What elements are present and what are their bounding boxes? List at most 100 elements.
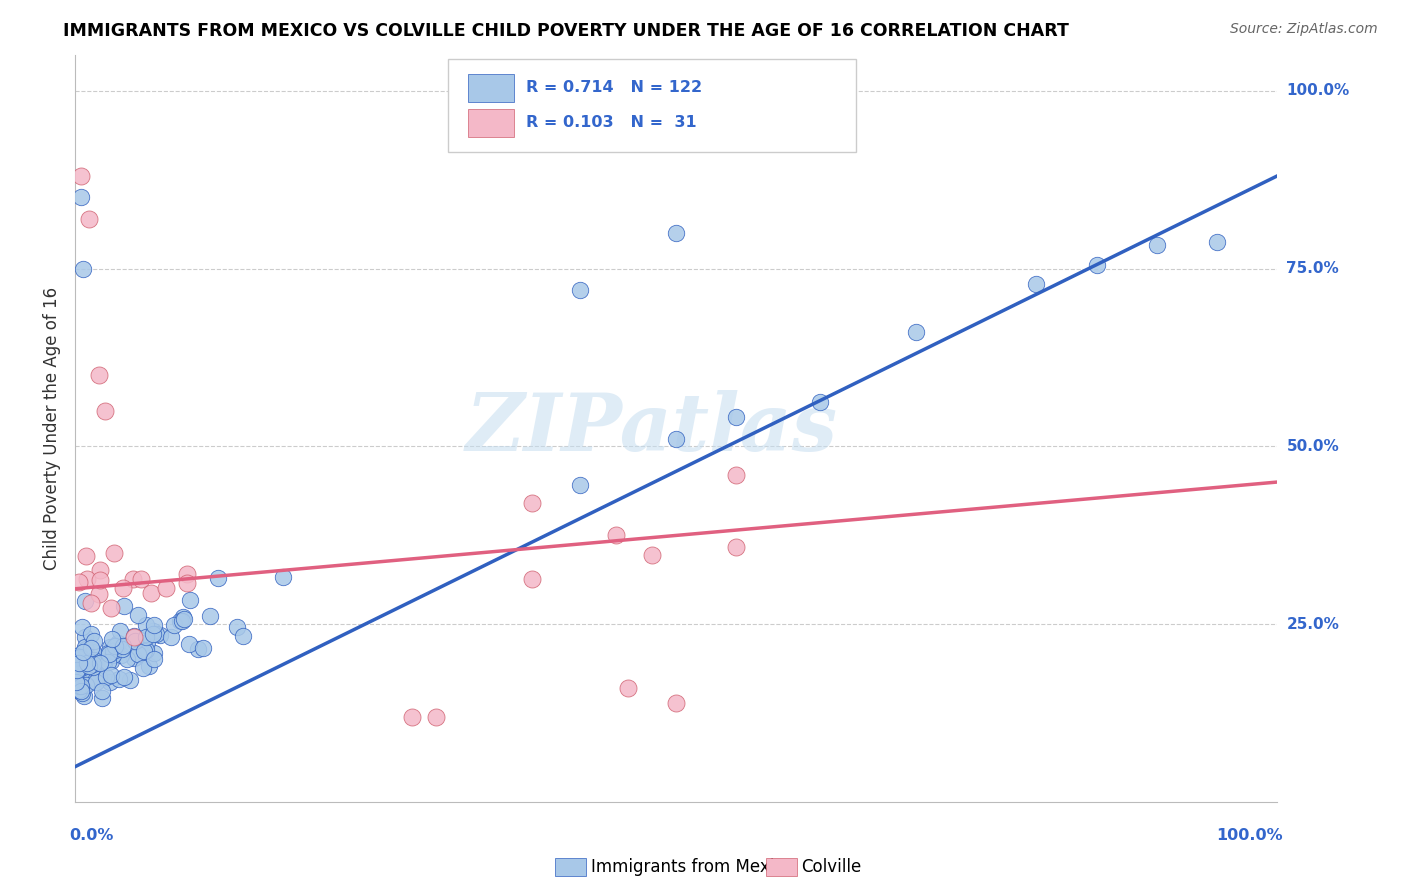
Point [93, 656, 115, 670]
Text: 0.0%: 0.0% [69, 829, 114, 844]
Point [101, 648, 124, 662]
Point [70, 680, 93, 694]
Point [89, 563, 111, 577]
Point [135, 635, 157, 649]
Point [172, 614, 194, 628]
Point [808, 395, 831, 409]
Point [67, 651, 90, 665]
Point [89, 656, 111, 670]
Point [568, 477, 591, 491]
Point [122, 629, 145, 643]
Point [1205, 235, 1227, 250]
Point [132, 660, 155, 674]
Point [65, 663, 87, 677]
Point [724, 541, 747, 555]
Point [425, 710, 447, 724]
Point [80, 661, 103, 675]
Point [84, 672, 107, 686]
Point [173, 612, 195, 626]
Text: IMMIGRANTS FROM MEXICO VS COLVILLE CHILD POVERTY UNDER THE AGE OF 16 CORRELATION: IMMIGRANTS FROM MEXICO VS COLVILLE CHILD… [63, 22, 1069, 40]
Point [66, 683, 89, 698]
Point [401, 710, 423, 724]
Text: Immigrants from Mexico: Immigrants from Mexico [591, 858, 793, 876]
Point [135, 631, 157, 645]
Point [67, 656, 90, 670]
Point [67, 656, 90, 670]
Point [112, 670, 135, 684]
Point [79, 211, 101, 226]
Point [69, 656, 91, 670]
Point [82, 657, 104, 671]
Point [100, 600, 122, 615]
Point [82, 660, 104, 674]
Point [112, 599, 135, 613]
Point [73, 660, 96, 674]
Point [101, 643, 124, 657]
Point [179, 593, 201, 607]
Point [80, 641, 103, 656]
Point [73, 594, 96, 608]
Point [142, 624, 165, 639]
Point [132, 643, 155, 657]
Point [94, 404, 117, 418]
Point [65, 674, 87, 689]
Point [143, 646, 166, 660]
Point [72, 261, 94, 276]
Text: Source: ZipAtlas.com: Source: ZipAtlas.com [1230, 22, 1378, 37]
Point [67, 683, 90, 698]
Text: R = 0.714   N = 122: R = 0.714 N = 122 [526, 79, 702, 95]
Point [79, 675, 101, 690]
Point [129, 572, 152, 586]
Point [82, 645, 104, 659]
Point [905, 325, 928, 339]
Point [70, 684, 93, 698]
Point [122, 651, 145, 665]
Point [83, 633, 105, 648]
Point [122, 572, 145, 586]
Point [80, 596, 103, 610]
Point [724, 409, 747, 424]
Point [72, 686, 94, 700]
Point [66, 662, 89, 676]
Point [273, 569, 295, 583]
Point [83, 655, 105, 669]
Point [141, 586, 163, 600]
Point [142, 626, 165, 640]
Point [67, 679, 90, 693]
Text: R = 0.103   N =  31: R = 0.103 N = 31 [526, 115, 696, 130]
Point [617, 681, 640, 696]
Point [73, 640, 96, 654]
Point [104, 639, 127, 653]
Point [82, 656, 104, 670]
Text: 25.0%: 25.0% [1286, 617, 1340, 632]
Point [80, 664, 103, 678]
Point [111, 581, 134, 595]
Point [232, 629, 254, 643]
Text: Colville: Colville [801, 858, 862, 876]
Point [143, 652, 166, 666]
Point [127, 608, 149, 623]
Point [97, 656, 120, 670]
Point [75, 678, 97, 692]
Point [169, 614, 191, 628]
Point [176, 576, 198, 591]
Point [138, 658, 160, 673]
FancyBboxPatch shape [468, 74, 513, 103]
Point [1146, 238, 1168, 252]
Point [145, 627, 167, 641]
Point [86, 674, 108, 689]
Point [79, 657, 101, 671]
Point [1085, 258, 1108, 272]
Point [179, 637, 201, 651]
Point [83, 653, 105, 667]
Point [65, 649, 87, 664]
Point [172, 609, 194, 624]
Point [665, 433, 688, 447]
Point [520, 496, 543, 510]
Text: 75.0%: 75.0% [1286, 261, 1340, 277]
Point [94, 670, 117, 684]
Point [76, 656, 98, 670]
Point [82, 658, 104, 673]
Point [86, 653, 108, 667]
Point [124, 634, 146, 648]
